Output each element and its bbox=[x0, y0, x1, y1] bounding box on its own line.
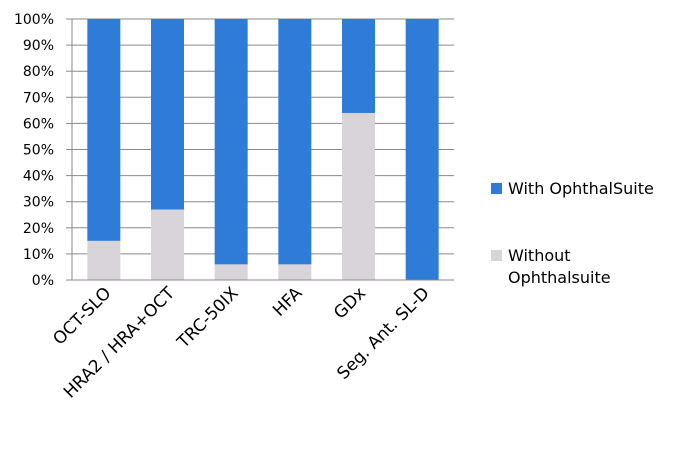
bar-segment-with bbox=[214, 19, 248, 265]
y-tick-label: 30% bbox=[23, 195, 54, 211]
y-tick-label: 60% bbox=[23, 116, 54, 132]
bar-segment-with bbox=[151, 19, 184, 210]
bar-segment-with bbox=[87, 19, 121, 241]
x-category-label: OCT-SLO bbox=[49, 283, 115, 349]
legend: With OphthalSuite Without Ophthalsuite bbox=[491, 179, 654, 287]
y-tick-label: 100% bbox=[14, 12, 54, 28]
y-tick-label: 40% bbox=[23, 169, 54, 185]
y-tick-label: 70% bbox=[23, 90, 54, 106]
gridlines bbox=[72, 18, 454, 281]
bar-segment-with bbox=[405, 19, 439, 280]
bar-segment-without bbox=[151, 209, 184, 280]
legend-swatch bbox=[491, 183, 502, 194]
y-tick-labels: 0% 10% 20% 30% 40% 50% 60% 70% 80% 90% 100% bbox=[14, 12, 54, 289]
y-tick-label: 80% bbox=[23, 64, 54, 80]
axes bbox=[66, 18, 454, 281]
bar-segment-without bbox=[342, 112, 375, 281]
y-tick-label: 50% bbox=[23, 143, 54, 159]
bar-segment-without bbox=[278, 264, 312, 280]
bars bbox=[87, 19, 439, 281]
x-category-label: GDx bbox=[330, 283, 370, 323]
y-tick-label: 90% bbox=[23, 38, 54, 54]
legend-label: With OphthalSuite bbox=[508, 179, 654, 198]
y-tick-label: 0% bbox=[32, 273, 54, 289]
y-tick-label: 20% bbox=[23, 221, 54, 237]
legend-label: Without bbox=[508, 246, 571, 265]
bar-segment-without bbox=[214, 264, 248, 280]
bar-segment-with bbox=[342, 19, 375, 113]
bar-segment-with bbox=[278, 19, 312, 265]
y-tick-label: 10% bbox=[23, 247, 54, 263]
x-category-label: HRA2 / HRA+OCT bbox=[60, 283, 179, 402]
x-category-label: TRC-50IX bbox=[173, 283, 243, 353]
legend-swatch bbox=[491, 250, 502, 261]
legend-label: Ophthalsuite bbox=[508, 268, 611, 287]
x-category-label: HFA bbox=[269, 283, 306, 320]
bar-segment-without bbox=[87, 240, 121, 280]
